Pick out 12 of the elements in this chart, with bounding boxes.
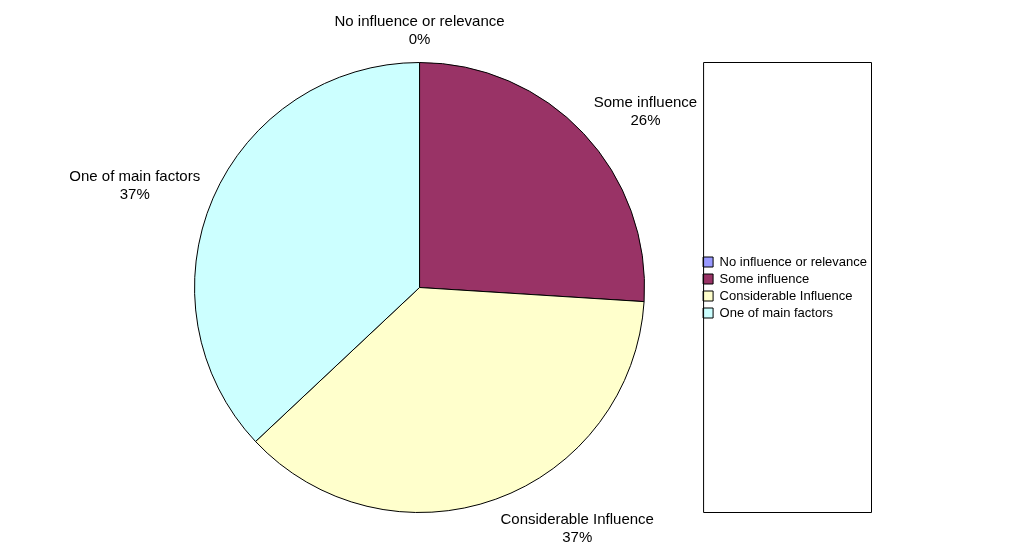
legend-label: One of main factors	[719, 304, 834, 320]
data-label: 26%	[630, 110, 661, 128]
data-label: 37%	[562, 528, 593, 546]
legend-label: No influence or relevance	[719, 253, 867, 269]
slice-label: One of main factors	[69, 166, 201, 184]
data-label: 37%	[119, 184, 150, 202]
legend-label: Some influence	[719, 270, 810, 286]
category-label: No influence or relevance	[334, 11, 505, 29]
text: 0%	[408, 29, 431, 47]
slice-label: Considerable Influence	[500, 510, 654, 528]
slice-label: Some influence	[593, 92, 698, 110]
legend-label: Considerable Influence	[719, 287, 853, 303]
